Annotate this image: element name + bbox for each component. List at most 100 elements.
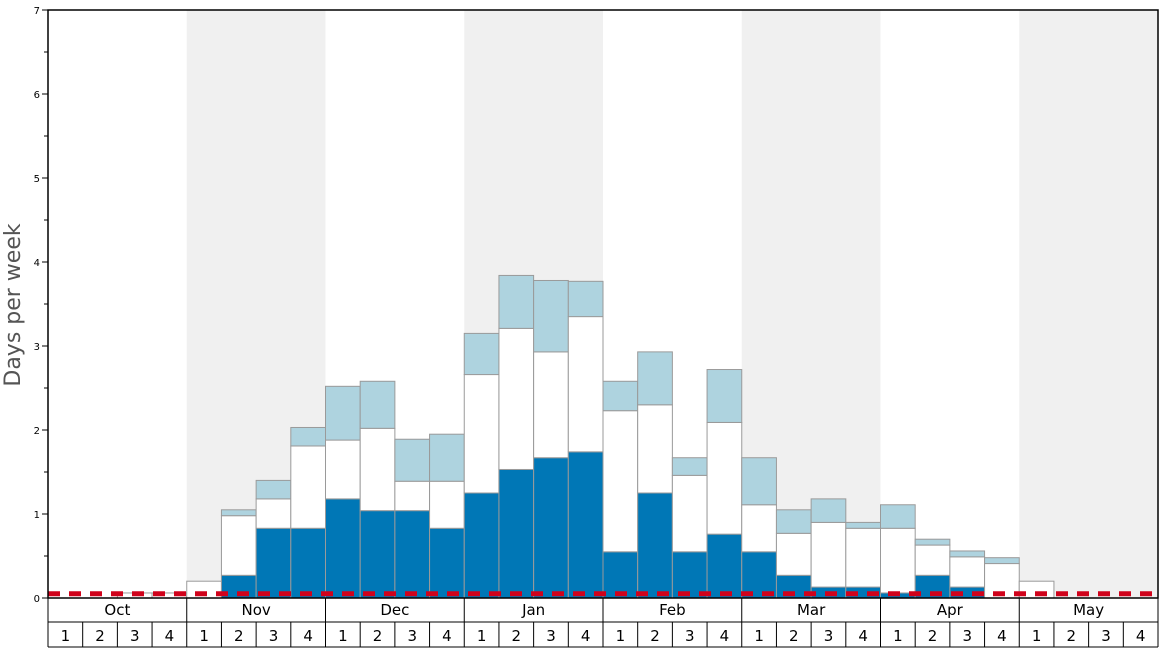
bar-segment-1-week-8	[325, 439, 361, 500]
week-label-may-1: 1	[1032, 627, 1042, 645]
bar-segment-1-week-5	[220, 515, 257, 576]
bar-segment-1-week-22	[810, 521, 847, 588]
bar-segment-0-week-17	[637, 492, 673, 599]
bar-segment-2-week-17	[637, 351, 673, 406]
bar-segment-2-week-9	[359, 380, 396, 429]
bar-segment-2-week-27	[984, 557, 1020, 565]
month-label-dec: Dec	[380, 601, 409, 619]
bar-segment-0-week-8	[325, 498, 361, 599]
bar-segment-2-week-25	[914, 538, 951, 546]
bar-segment-1-week-17	[637, 404, 673, 494]
bar-segment-1-week-20	[741, 504, 777, 553]
bar-segment-2-week-20	[741, 457, 777, 506]
week-label-nov-4: 4	[303, 627, 313, 645]
week-label-feb-4: 4	[720, 627, 730, 645]
month-label-feb: Feb	[659, 601, 686, 619]
bar-segment-2-week-26	[949, 550, 986, 558]
week-label-jan-4: 4	[581, 627, 591, 645]
bar-segment-1-week-19	[706, 421, 743, 535]
week-label-dec-1: 1	[338, 627, 348, 645]
bar-segment-2-week-11	[429, 433, 465, 482]
week-label-apr-2: 2	[928, 627, 938, 645]
bar-segment-0-week-18	[671, 551, 708, 599]
bar-segment-2-week-8	[325, 385, 361, 441]
bar-segment-2-week-10	[394, 438, 431, 482]
bar-segment-0-week-6	[255, 527, 292, 599]
week-label-jan-3: 3	[546, 627, 556, 645]
bar-segment-2-week-6	[255, 479, 292, 500]
week-label-apr-3: 3	[962, 627, 972, 645]
bar-segment-2-week-18	[671, 457, 708, 476]
bar-segment-0-week-11	[429, 527, 465, 599]
bar-segment-0-week-14	[533, 457, 569, 599]
bar-segment-2-week-12	[463, 332, 500, 376]
week-label-feb-3: 3	[685, 627, 695, 645]
bar-segment-1-week-10	[394, 480, 431, 512]
bar-segment-2-week-5	[220, 509, 257, 517]
y-tick-label-4: 4	[34, 258, 40, 269]
week-label-mar-2: 2	[789, 627, 799, 645]
bar-segment-1-week-16	[602, 410, 639, 553]
bar-segment-0-week-12	[463, 492, 500, 599]
week-label-mar-1: 1	[754, 627, 764, 645]
week-label-oct-3: 3	[130, 627, 140, 645]
axis-layer: 0 1 2 3 4 5 6 7 Oct 1 2 3 4 Nov 1 2 3 4 Dec 1 2 3 4 Jan 1 2 3 4 Feb 1…	[34, 6, 1159, 648]
month-label-nov: Nov	[241, 601, 270, 619]
bar-segment-2-week-21	[775, 509, 812, 534]
week-label-dec-4: 4	[442, 627, 452, 645]
y-tick-label-6: 6	[34, 90, 40, 101]
bar-segment-2-week-7	[290, 426, 326, 447]
bar-segment-1-week-21	[775, 532, 812, 576]
week-label-mar-4: 4	[858, 627, 868, 645]
month-label-may: May	[1073, 601, 1104, 619]
bar-segment-1-week-24	[880, 527, 916, 594]
bar-segment-2-week-14	[533, 279, 569, 353]
bar-segment-1-week-23	[845, 527, 881, 588]
week-label-may-4: 4	[1136, 627, 1146, 645]
bar-segment-0-week-10	[394, 510, 431, 599]
week-label-dec-3: 3	[407, 627, 417, 645]
y-tick-label-3: 3	[34, 342, 40, 353]
bar-segment-2-week-19	[706, 369, 743, 423]
week-label-dec-2: 2	[373, 627, 383, 645]
month-label-mar: Mar	[797, 601, 826, 619]
bar-segment-0-week-7	[290, 527, 326, 599]
week-label-jan-1: 1	[477, 627, 487, 645]
week-label-oct-2: 2	[95, 627, 105, 645]
bar-segment-0-week-13	[498, 468, 535, 599]
y-tick-label-2: 2	[34, 426, 40, 437]
bar-segment-2-week-22	[810, 498, 847, 523]
y-axis-label: Days per week	[1, 223, 26, 386]
y-tick-label-0: 0	[34, 594, 40, 605]
bar-segment-0-week-20	[741, 551, 777, 599]
y-tick-label-1: 1	[34, 510, 40, 521]
bar-segment-0-week-16	[602, 551, 639, 599]
bar-segment-1-week-13	[498, 327, 535, 470]
week-label-may-3: 3	[1101, 627, 1111, 645]
week-label-nov-3: 3	[269, 627, 279, 645]
bar-segment-1-week-11	[429, 480, 465, 529]
bar-segment-2-week-24	[880, 504, 916, 529]
week-label-mar-3: 3	[824, 627, 834, 645]
month-label-apr: Apr	[937, 601, 964, 619]
week-label-feb-1: 1	[616, 627, 626, 645]
bar-segment-1-week-14	[533, 351, 569, 459]
week-label-nov-1: 1	[199, 627, 209, 645]
bar-segment-2-week-16	[602, 380, 639, 412]
week-label-may-2: 2	[1067, 627, 1077, 645]
bar-segment-2-week-13	[498, 274, 535, 329]
week-label-feb-2: 2	[650, 627, 660, 645]
week-label-nov-2: 2	[234, 627, 244, 645]
bar-segment-0-week-19	[706, 533, 743, 599]
bar-segment-1-week-26	[949, 556, 986, 588]
month-label-oct: Oct	[104, 601, 130, 619]
bar-segment-0-week-15	[567, 451, 604, 599]
week-label-jan-2: 2	[512, 627, 522, 645]
bar-segment-1-week-7	[290, 445, 326, 529]
bar-segment-1-week-15	[567, 316, 604, 453]
bar-segment-1-week-18	[671, 474, 708, 553]
y-tick-label-5: 5	[34, 174, 40, 185]
bar-segment-1-week-9	[359, 427, 396, 512]
bar-segment-0-week-9	[359, 510, 396, 599]
bar-segment-1-week-12	[463, 374, 500, 494]
